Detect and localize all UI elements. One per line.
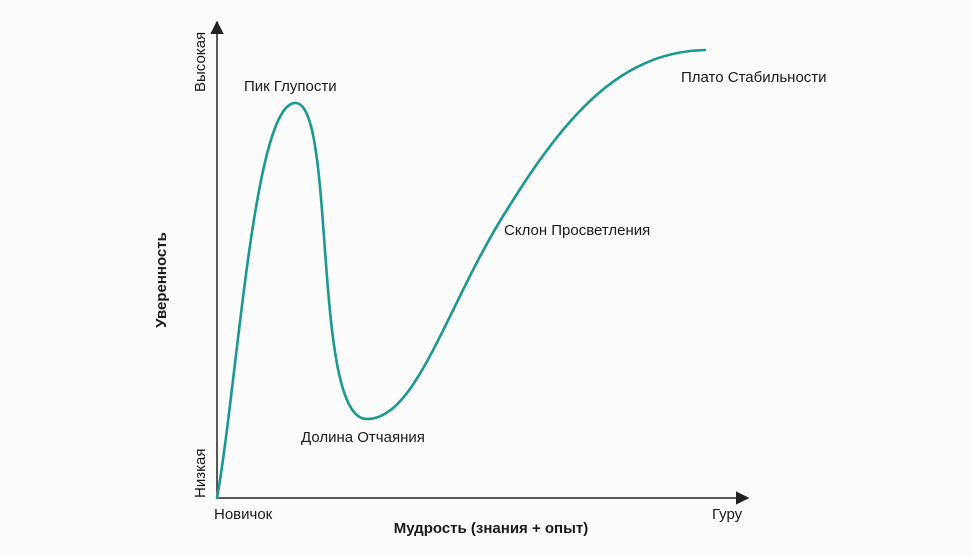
y-axis-title: Уверенность (153, 232, 170, 328)
confidence-curve (215, 48, 707, 500)
y-axis-low-label: Низкая (192, 449, 209, 498)
stage-peak-label: Пик Глупости (244, 78, 337, 95)
x-axis-title: Мудрость (знания + опыт) (394, 520, 589, 537)
stage-valley-label: Долина Отчаяния (301, 429, 425, 446)
x-axis-start-label: Новичок (214, 506, 273, 523)
stage-slope-label: Склон Просветления (504, 222, 650, 239)
stage-plateau-label: Плато Стабильности (681, 69, 827, 86)
x-axis-end-label: Гуру (712, 506, 743, 523)
y-axis-high-label: Высокая (192, 32, 209, 92)
